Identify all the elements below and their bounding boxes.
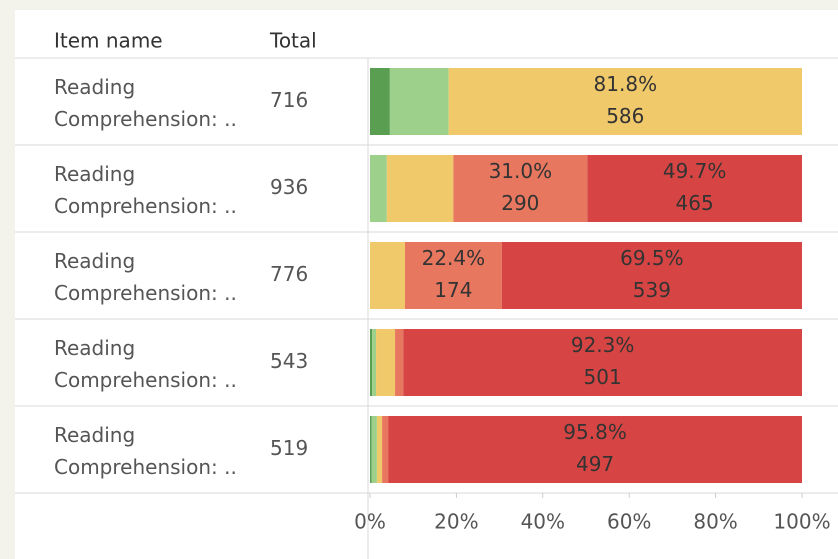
category-label: Reading Comprehension: .. bbox=[54, 249, 237, 305]
bar-segment bbox=[404, 242, 502, 309]
bar-segment bbox=[370, 329, 373, 396]
bar-segment bbox=[376, 329, 396, 396]
total-label: 543 bbox=[270, 349, 308, 373]
count-label: 497 bbox=[576, 452, 614, 476]
bar-segment bbox=[370, 242, 405, 309]
bar-segment bbox=[389, 68, 449, 135]
count-label: 465 bbox=[676, 191, 714, 215]
value-label: 69.5% bbox=[620, 246, 684, 270]
value-label: 95.8% bbox=[563, 420, 627, 444]
x-tick-label: 100% bbox=[773, 510, 830, 534]
category-label: Reading Comprehension: .. bbox=[54, 336, 237, 392]
bar-segment bbox=[501, 242, 802, 309]
column-header: Total bbox=[269, 29, 317, 53]
bar-segment bbox=[386, 155, 454, 222]
bar-segment bbox=[587, 155, 802, 222]
bar-segment bbox=[372, 329, 377, 396]
bar-segment bbox=[370, 416, 372, 483]
x-tick-label: 80% bbox=[693, 510, 737, 534]
bar-segment bbox=[388, 416, 802, 483]
bar-segment bbox=[382, 416, 389, 483]
bar-segment bbox=[403, 329, 802, 396]
total-label: 776 bbox=[270, 262, 308, 286]
count-label: 174 bbox=[434, 278, 472, 302]
bar-segment bbox=[448, 68, 802, 135]
value-label: 49.7% bbox=[663, 159, 727, 183]
category-label: Reading Comprehension: .. bbox=[54, 75, 237, 131]
bar-segment bbox=[370, 68, 390, 135]
value-label: 81.8% bbox=[594, 72, 658, 96]
x-tick-label: 60% bbox=[607, 510, 651, 534]
value-label: 31.0% bbox=[489, 159, 553, 183]
x-tick-label: 0% bbox=[354, 510, 386, 534]
column-header: Item name bbox=[54, 29, 163, 53]
x-tick-label: 20% bbox=[434, 510, 478, 534]
x-tick-label: 40% bbox=[521, 510, 565, 534]
value-label: 92.3% bbox=[571, 333, 635, 357]
bar-segment bbox=[376, 416, 383, 483]
value-label: 22.4% bbox=[422, 246, 486, 270]
count-label: 539 bbox=[633, 278, 671, 302]
count-label: 586 bbox=[606, 104, 644, 128]
count-label: 501 bbox=[584, 365, 622, 389]
category-label: Reading Comprehension: .. bbox=[54, 423, 237, 479]
total-label: 519 bbox=[270, 436, 308, 460]
total-label: 716 bbox=[270, 88, 308, 112]
category-label: Reading Comprehension: .. bbox=[54, 162, 237, 218]
total-label: 936 bbox=[270, 175, 308, 199]
bar-segment bbox=[370, 155, 387, 222]
bar-segment bbox=[453, 155, 588, 222]
bar-segment bbox=[395, 329, 404, 396]
count-label: 290 bbox=[501, 191, 539, 215]
bar-segment bbox=[371, 416, 377, 483]
